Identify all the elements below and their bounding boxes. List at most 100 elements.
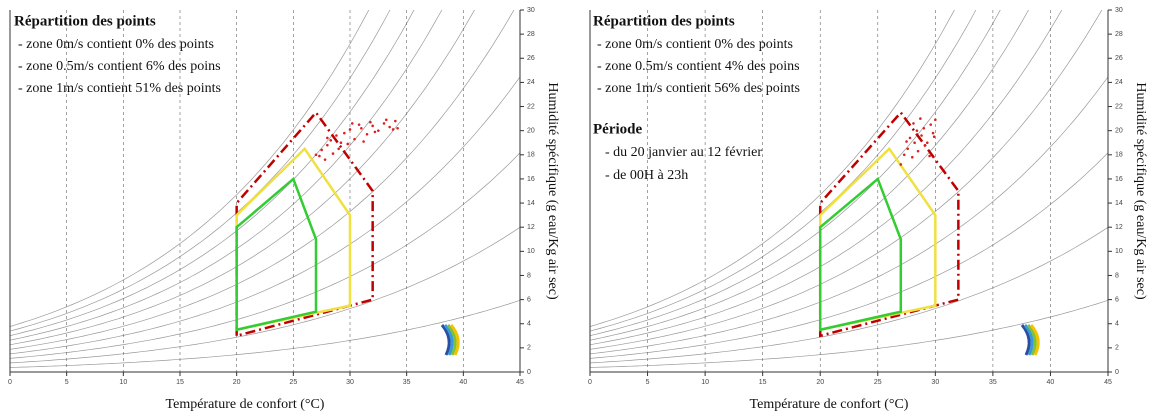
x-tick-label: 20 xyxy=(233,379,241,386)
y-tick-label: 22 xyxy=(1115,103,1123,110)
data-point xyxy=(911,155,914,159)
logo-arc xyxy=(1023,324,1034,356)
period-title: Période xyxy=(593,121,642,137)
x-tick-label: 0 xyxy=(8,379,12,386)
data-point xyxy=(326,143,329,147)
data-point xyxy=(369,120,372,124)
annotation: - zone 1m/s contient 56% des points xyxy=(597,81,800,96)
data-point xyxy=(919,117,922,120)
logo-arc xyxy=(1029,324,1040,356)
y-tick-label: 30 xyxy=(527,7,535,14)
y-tick-label: 8 xyxy=(527,272,531,279)
data-point xyxy=(337,147,340,151)
data-point xyxy=(913,141,916,145)
y-tick-label: 4 xyxy=(1115,321,1119,328)
x-tick-label: 25 xyxy=(874,379,882,386)
y-tick-label: 14 xyxy=(527,200,535,207)
x-tick-label: 5 xyxy=(646,379,650,386)
rh-curve xyxy=(590,10,1001,336)
annotation: - zone 0.5m/s contient 6% des poins xyxy=(18,59,221,74)
y-tick-label: 6 xyxy=(527,296,531,303)
data-point xyxy=(343,131,346,135)
x-tick-label: 5 xyxy=(65,379,69,386)
y-tick-label: 26 xyxy=(1115,55,1123,62)
rh-curve xyxy=(10,10,475,346)
x-tick-label: 25 xyxy=(289,379,297,386)
y-tick-label: 18 xyxy=(527,152,535,159)
y-tick-label: 10 xyxy=(527,248,535,255)
y-tick-label: 22 xyxy=(527,103,535,110)
y-tick-label: 6 xyxy=(1115,296,1119,303)
data-point xyxy=(906,147,910,151)
rh-curve xyxy=(10,299,520,368)
y-tick-label: 20 xyxy=(527,128,535,135)
data-point xyxy=(382,122,386,125)
data-point xyxy=(391,128,395,131)
x-tick-label: 30 xyxy=(931,379,939,386)
y-tick-label: 8 xyxy=(1115,272,1119,279)
y-tick-label: 16 xyxy=(1115,176,1123,183)
period-line: - de 00H à 23h xyxy=(605,168,688,183)
logo-arc xyxy=(443,324,454,356)
rh-curve xyxy=(10,10,370,327)
rh-curve xyxy=(10,76,520,355)
data-point xyxy=(396,126,399,130)
rh-curve xyxy=(590,10,1063,346)
data-point xyxy=(323,158,327,161)
data-point xyxy=(339,141,343,145)
data-point xyxy=(916,149,920,153)
y-tick-label: 24 xyxy=(1115,79,1123,86)
logo-arc xyxy=(440,324,451,356)
comfort-zone xyxy=(235,110,374,338)
data-point xyxy=(908,136,912,140)
data-point xyxy=(925,141,929,145)
annotation: - zone 0.5m/s contient 4% des poins xyxy=(597,59,800,74)
rh-curve xyxy=(590,10,1103,350)
period-line: - du 20 janvier au 12 février xyxy=(605,145,762,160)
logo-arc xyxy=(1020,324,1031,356)
data-point xyxy=(377,129,380,132)
data-point xyxy=(353,137,356,141)
annotation: - zone 1m/s contient 51% des points xyxy=(18,81,221,96)
y-tick-label: 26 xyxy=(527,55,535,62)
data-point xyxy=(922,126,926,130)
x-tick-label: 40 xyxy=(1047,379,1055,386)
y-tick-label: 4 xyxy=(527,321,531,328)
y-tick-label: 0 xyxy=(1115,369,1119,376)
data-point xyxy=(314,153,318,157)
rh-curve xyxy=(590,76,1108,355)
comfort-zone xyxy=(818,110,960,338)
x-axis-label: Température de confort (°C) xyxy=(166,397,325,412)
x-tick-label: 35 xyxy=(403,379,411,386)
data-point xyxy=(373,130,377,134)
data-point xyxy=(365,132,369,136)
plot-area xyxy=(10,10,520,372)
data-point xyxy=(346,142,350,146)
comfort-zone xyxy=(235,176,318,332)
data-point xyxy=(329,139,333,142)
logo-arc xyxy=(1026,324,1037,356)
y-axis-label: Humidité spécifique (g eau/Kg air sec) xyxy=(545,82,560,300)
y-axis-label: Humidité spécifique (g eau/Kg air sec) xyxy=(1133,82,1148,300)
data-point xyxy=(388,125,391,129)
rh-curve xyxy=(590,299,1108,368)
chart-title: Répartition des points xyxy=(593,13,735,29)
logo-arc xyxy=(446,324,457,356)
rh-curve xyxy=(10,10,515,350)
data-point xyxy=(360,126,363,130)
data-point xyxy=(905,140,908,143)
rh-curve xyxy=(590,152,1108,359)
data-point xyxy=(931,131,935,135)
data-point xyxy=(384,118,388,122)
x-tick-label: 10 xyxy=(119,379,127,386)
x-tick-label: 45 xyxy=(1104,379,1112,386)
comfort-zone xyxy=(818,176,903,332)
rh-curve xyxy=(590,10,955,327)
rh-curve xyxy=(590,227,1108,364)
y-tick-label: 16 xyxy=(527,176,535,183)
rh-curve xyxy=(590,10,1029,341)
data-point xyxy=(362,140,365,143)
plot-area xyxy=(590,10,1108,372)
